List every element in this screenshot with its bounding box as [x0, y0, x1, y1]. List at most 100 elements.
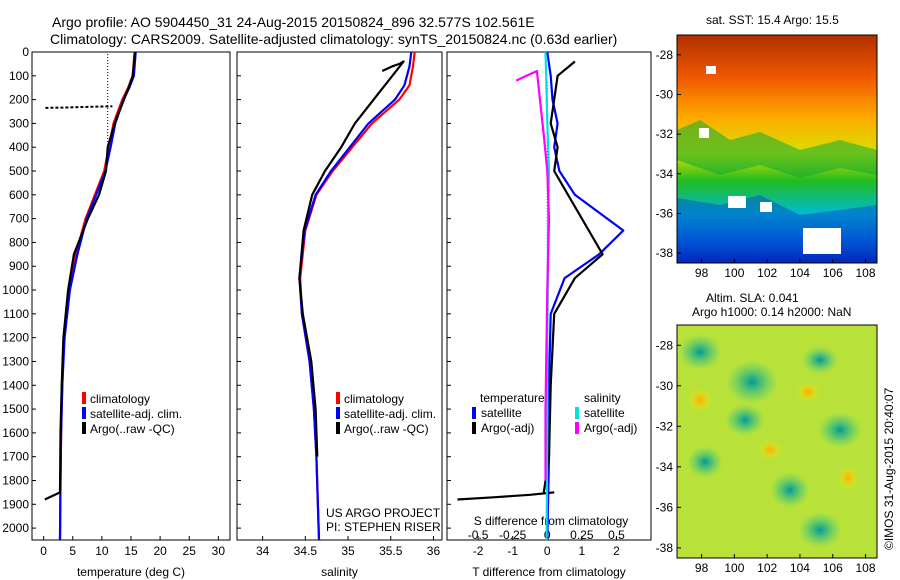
legend-swatch-s-satellite: [575, 407, 579, 419]
sla-map-title-line2: Argo h1000: 0.14 h2000: NaN: [692, 305, 851, 319]
sla-map-frame: [676, 324, 878, 559]
legend-swatch-climatology: [336, 392, 340, 404]
x-tick-label: 5: [69, 544, 76, 558]
legend-swatch-satellite: [82, 407, 86, 419]
series-line-3: [45, 105, 113, 109]
project-label: US ARGO PROJECT: [326, 506, 441, 520]
x-tick-label: 0: [544, 544, 551, 558]
map-y-tick-label: -28: [656, 48, 674, 62]
legend-header-temperature: temperature: [480, 391, 545, 405]
series-line-2: [298, 60, 405, 457]
x-axis-label: salinity: [321, 565, 358, 579]
map-x-tick-label: 106: [823, 561, 843, 575]
map-y-tick-label: -38: [656, 246, 674, 260]
series-line-4: [515, 69, 551, 481]
x-tick-label: 0: [40, 544, 47, 558]
sla-map-axes: 98 100 102 104 106 108 -28 -30 -32 -34 -36 -38: [656, 338, 876, 575]
x-tick-label: 34: [256, 544, 270, 558]
map-x-tick-label: 102: [757, 561, 777, 575]
x-tick-label: 25: [183, 544, 197, 558]
sst-map: [676, 34, 878, 264]
sst-missing-patch: [728, 196, 746, 208]
map-y-tick-label: -36: [656, 206, 674, 220]
map-y-tick-label: -38: [656, 541, 674, 555]
y-tick-label: 1200: [2, 331, 29, 345]
map-y-tick-label: -36: [656, 500, 674, 514]
x-tick-label: 10: [95, 544, 109, 558]
x-tick-label: 1: [579, 544, 586, 558]
y-tick-label: 600: [9, 188, 29, 202]
secondary-x-axis-label: S difference from climatology: [474, 514, 629, 528]
salinity-legend: climatology satellite-adj. clim. Argo(..…: [326, 392, 441, 534]
sla-eddy: [818, 412, 862, 448]
map-x-tick-label: 104: [790, 561, 810, 575]
y-tick-label: 900: [9, 259, 29, 273]
sla-eddy: [798, 512, 842, 548]
map-x-tick-label: 98: [695, 266, 709, 280]
y-tick-label: 1000: [2, 283, 29, 297]
sla-map: [676, 324, 878, 559]
sla-eddy: [802, 346, 838, 374]
y-tick-label: 100: [9, 69, 29, 83]
x-tick-label: 34.5: [294, 544, 318, 558]
map-x-tick-label: 102: [757, 266, 777, 280]
legend-label-t-argo: Argo(-adj): [481, 421, 534, 435]
difference-legend: temperature salinity satellite Argo(-adj…: [472, 391, 637, 435]
x-tick-label: 15: [124, 544, 138, 558]
y-tick-label: 1300: [2, 354, 29, 368]
sla-warm-core: [796, 382, 820, 402]
y-tick-label: 2000: [2, 521, 29, 535]
x-axis-label: temperature (deg C): [77, 565, 185, 579]
x-tick-label: 35.5: [379, 544, 403, 558]
series-line-2: [44, 51, 137, 501]
y-tick-label: 1600: [2, 426, 29, 440]
legend-label-climatology: climatology: [344, 392, 404, 406]
secondary-x-tick-label: -0.25: [499, 528, 527, 542]
y-tick-label: 700: [9, 212, 29, 226]
legend-label-satellite: satellite-adj. clim.: [344, 407, 436, 421]
legend-label-argo: Argo(..raw -QC): [90, 422, 175, 436]
y-tick-label: 1400: [2, 378, 29, 392]
map-y-tick-label: -30: [656, 87, 674, 101]
legend-label-satellite: satellite-adj. clim.: [90, 407, 182, 421]
x-tick-label: 35: [341, 544, 355, 558]
difference-panel-frame: [446, 51, 652, 541]
y-tick-label: 1700: [2, 450, 29, 464]
sst-band: [677, 120, 877, 178]
secondary-x-tick-label: -0.5: [468, 528, 489, 542]
y-tick-label: 300: [9, 116, 29, 130]
figure-title-line1: Argo profile: AO 5904450_31 24-Aug-2015 …: [52, 14, 535, 30]
x-tick-label: 2: [613, 544, 620, 558]
legend-label-s-satellite: satellite: [584, 406, 625, 420]
sla-warm-core: [838, 466, 858, 490]
y-tick-label: 1500: [2, 402, 29, 416]
series-line-1: [58, 51, 137, 541]
secondary-x-tick-label: 0.25: [570, 528, 594, 542]
sla-warm-core: [688, 388, 712, 412]
y-tick-label: 800: [9, 235, 29, 249]
legend-swatch-t-argo: [472, 422, 476, 434]
sla-eddy: [678, 334, 722, 370]
map-y-tick-label: -30: [656, 379, 674, 393]
legend-label-climatology: climatology: [90, 392, 150, 406]
y-tick-label: 400: [9, 140, 29, 154]
x-tick-label: -2: [473, 544, 484, 558]
x-tick-label: 30: [212, 544, 226, 558]
x-tick-label: -1: [507, 544, 518, 558]
sst-map-frame: [676, 34, 878, 264]
credit-label: ©IMOS 31-Aug-2015 20:40:07: [882, 387, 896, 550]
series-line-1: [298, 51, 413, 541]
map-y-tick-label: -34: [656, 167, 674, 181]
sst-missing-patch: [760, 202, 772, 212]
y-tick-label: 1900: [2, 497, 29, 511]
legend-swatch-argo: [336, 422, 340, 434]
temperature-plot: 0 5 10 15 20 25 300100200300400500600700800900…: [2, 45, 225, 579]
y-tick-label: 0: [22, 45, 29, 59]
sst-map-axes: 98 100 102 104 106 108 -28 -30 -32 -34 -36 -38: [656, 48, 876, 280]
legend-swatch-argo: [82, 422, 86, 434]
legend-label-argo: Argo(..raw -QC): [344, 422, 429, 436]
pi-label: PI: STEPHEN RISER: [326, 520, 441, 534]
map-x-tick-label: 108: [856, 561, 876, 575]
legend-header-salinity: salinity: [584, 391, 621, 405]
y-tick-label: 1800: [2, 473, 29, 487]
